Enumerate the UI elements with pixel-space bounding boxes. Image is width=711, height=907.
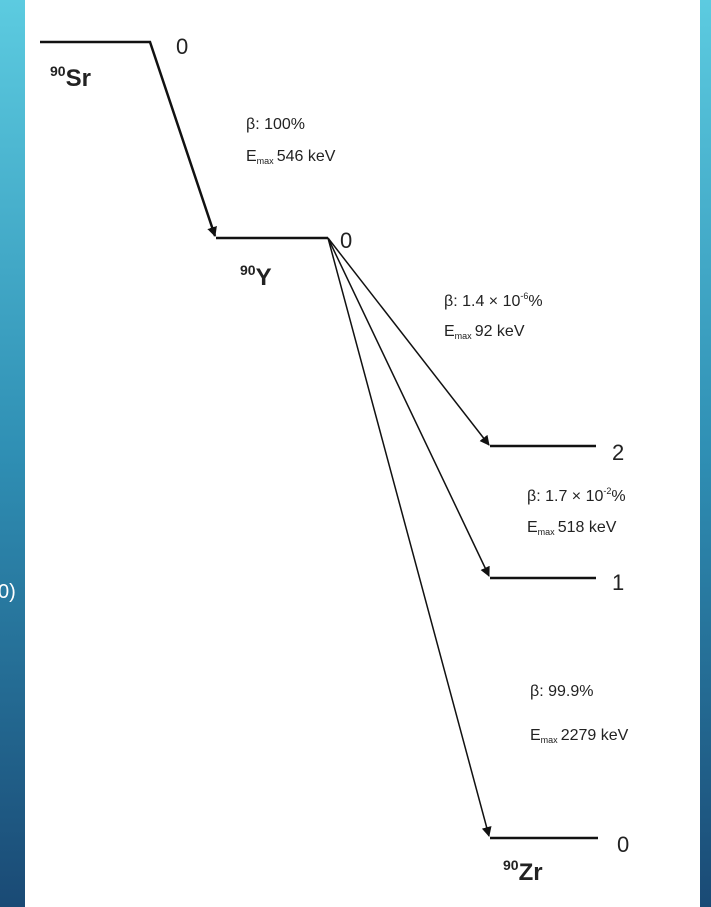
level-label: 2 <box>612 440 624 465</box>
branch-label: β: 99.9% <box>530 683 593 700</box>
energy-label: Emax 92 keV <box>444 323 525 341</box>
nuclide: 90Sr <box>50 63 91 92</box>
energy-label: Emax 2279 keV <box>530 727 629 745</box>
level-label: 0 <box>617 832 629 857</box>
sr-level <box>40 40 217 237</box>
nuclide: 90Y <box>240 262 272 291</box>
branch-label: β: 100% <box>246 116 305 133</box>
level-label: 1 <box>612 570 624 595</box>
branch-label: β: 1.7 × 10-2% <box>527 486 626 505</box>
energy-label: Emax 518 keV <box>527 519 617 537</box>
level-label: 0 <box>176 34 188 59</box>
decay-arrow <box>327 237 490 446</box>
nuclide: 90Zr <box>503 857 543 886</box>
decay-arrow <box>327 237 490 577</box>
energy-label: Emax 546 keV <box>246 148 336 166</box>
decay-arrow <box>327 237 492 837</box>
side-text: 0) <box>0 581 16 603</box>
slide-panel <box>25 0 700 907</box>
branch-label: β: 1.4 × 10-6% <box>444 291 543 310</box>
level-label: 0 <box>340 228 352 253</box>
